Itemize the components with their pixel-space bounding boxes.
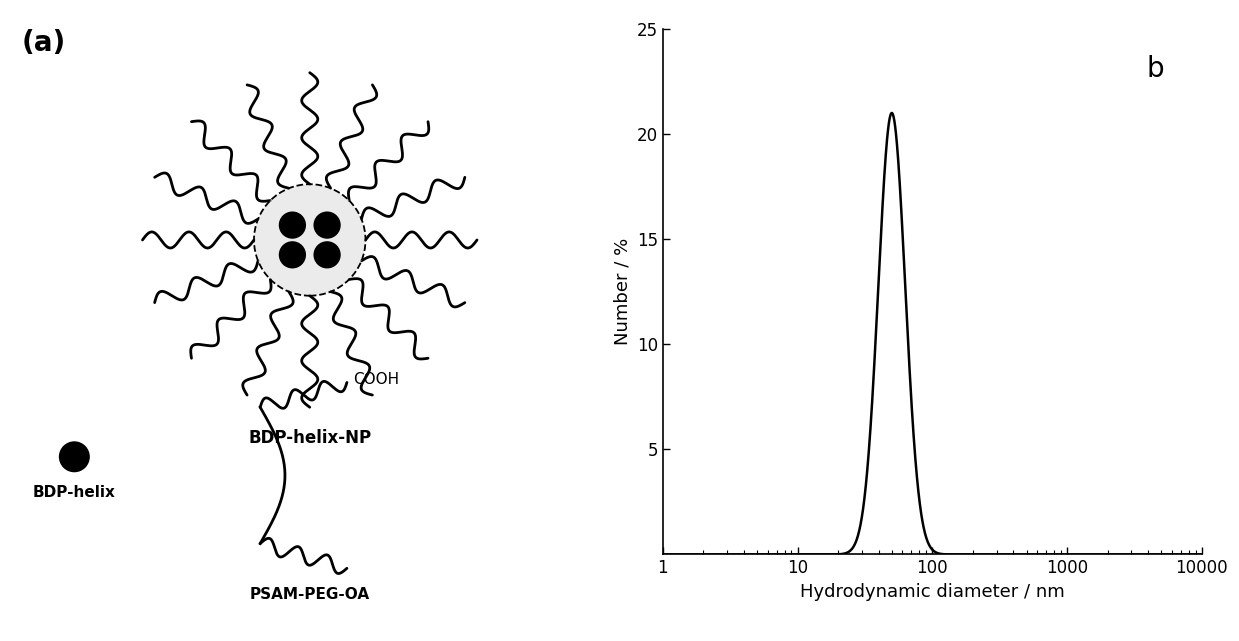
Circle shape [313, 241, 341, 269]
Y-axis label: Number / %: Number / % [613, 238, 632, 345]
Text: COOH: COOH [353, 372, 399, 387]
Text: b: b [1146, 55, 1165, 83]
Text: BDP-helix-NP: BDP-helix-NP [248, 429, 372, 447]
Circle shape [279, 241, 306, 269]
Circle shape [59, 441, 89, 472]
Text: (a): (a) [22, 29, 66, 57]
X-axis label: Hydrodynamic diameter / nm: Hydrodynamic diameter / nm [800, 583, 1064, 601]
Circle shape [313, 212, 341, 238]
Text: BDP-helix: BDP-helix [33, 485, 115, 500]
Circle shape [279, 212, 306, 238]
Text: PSAM-PEG-OA: PSAM-PEG-OA [250, 587, 369, 602]
Circle shape [254, 184, 366, 296]
